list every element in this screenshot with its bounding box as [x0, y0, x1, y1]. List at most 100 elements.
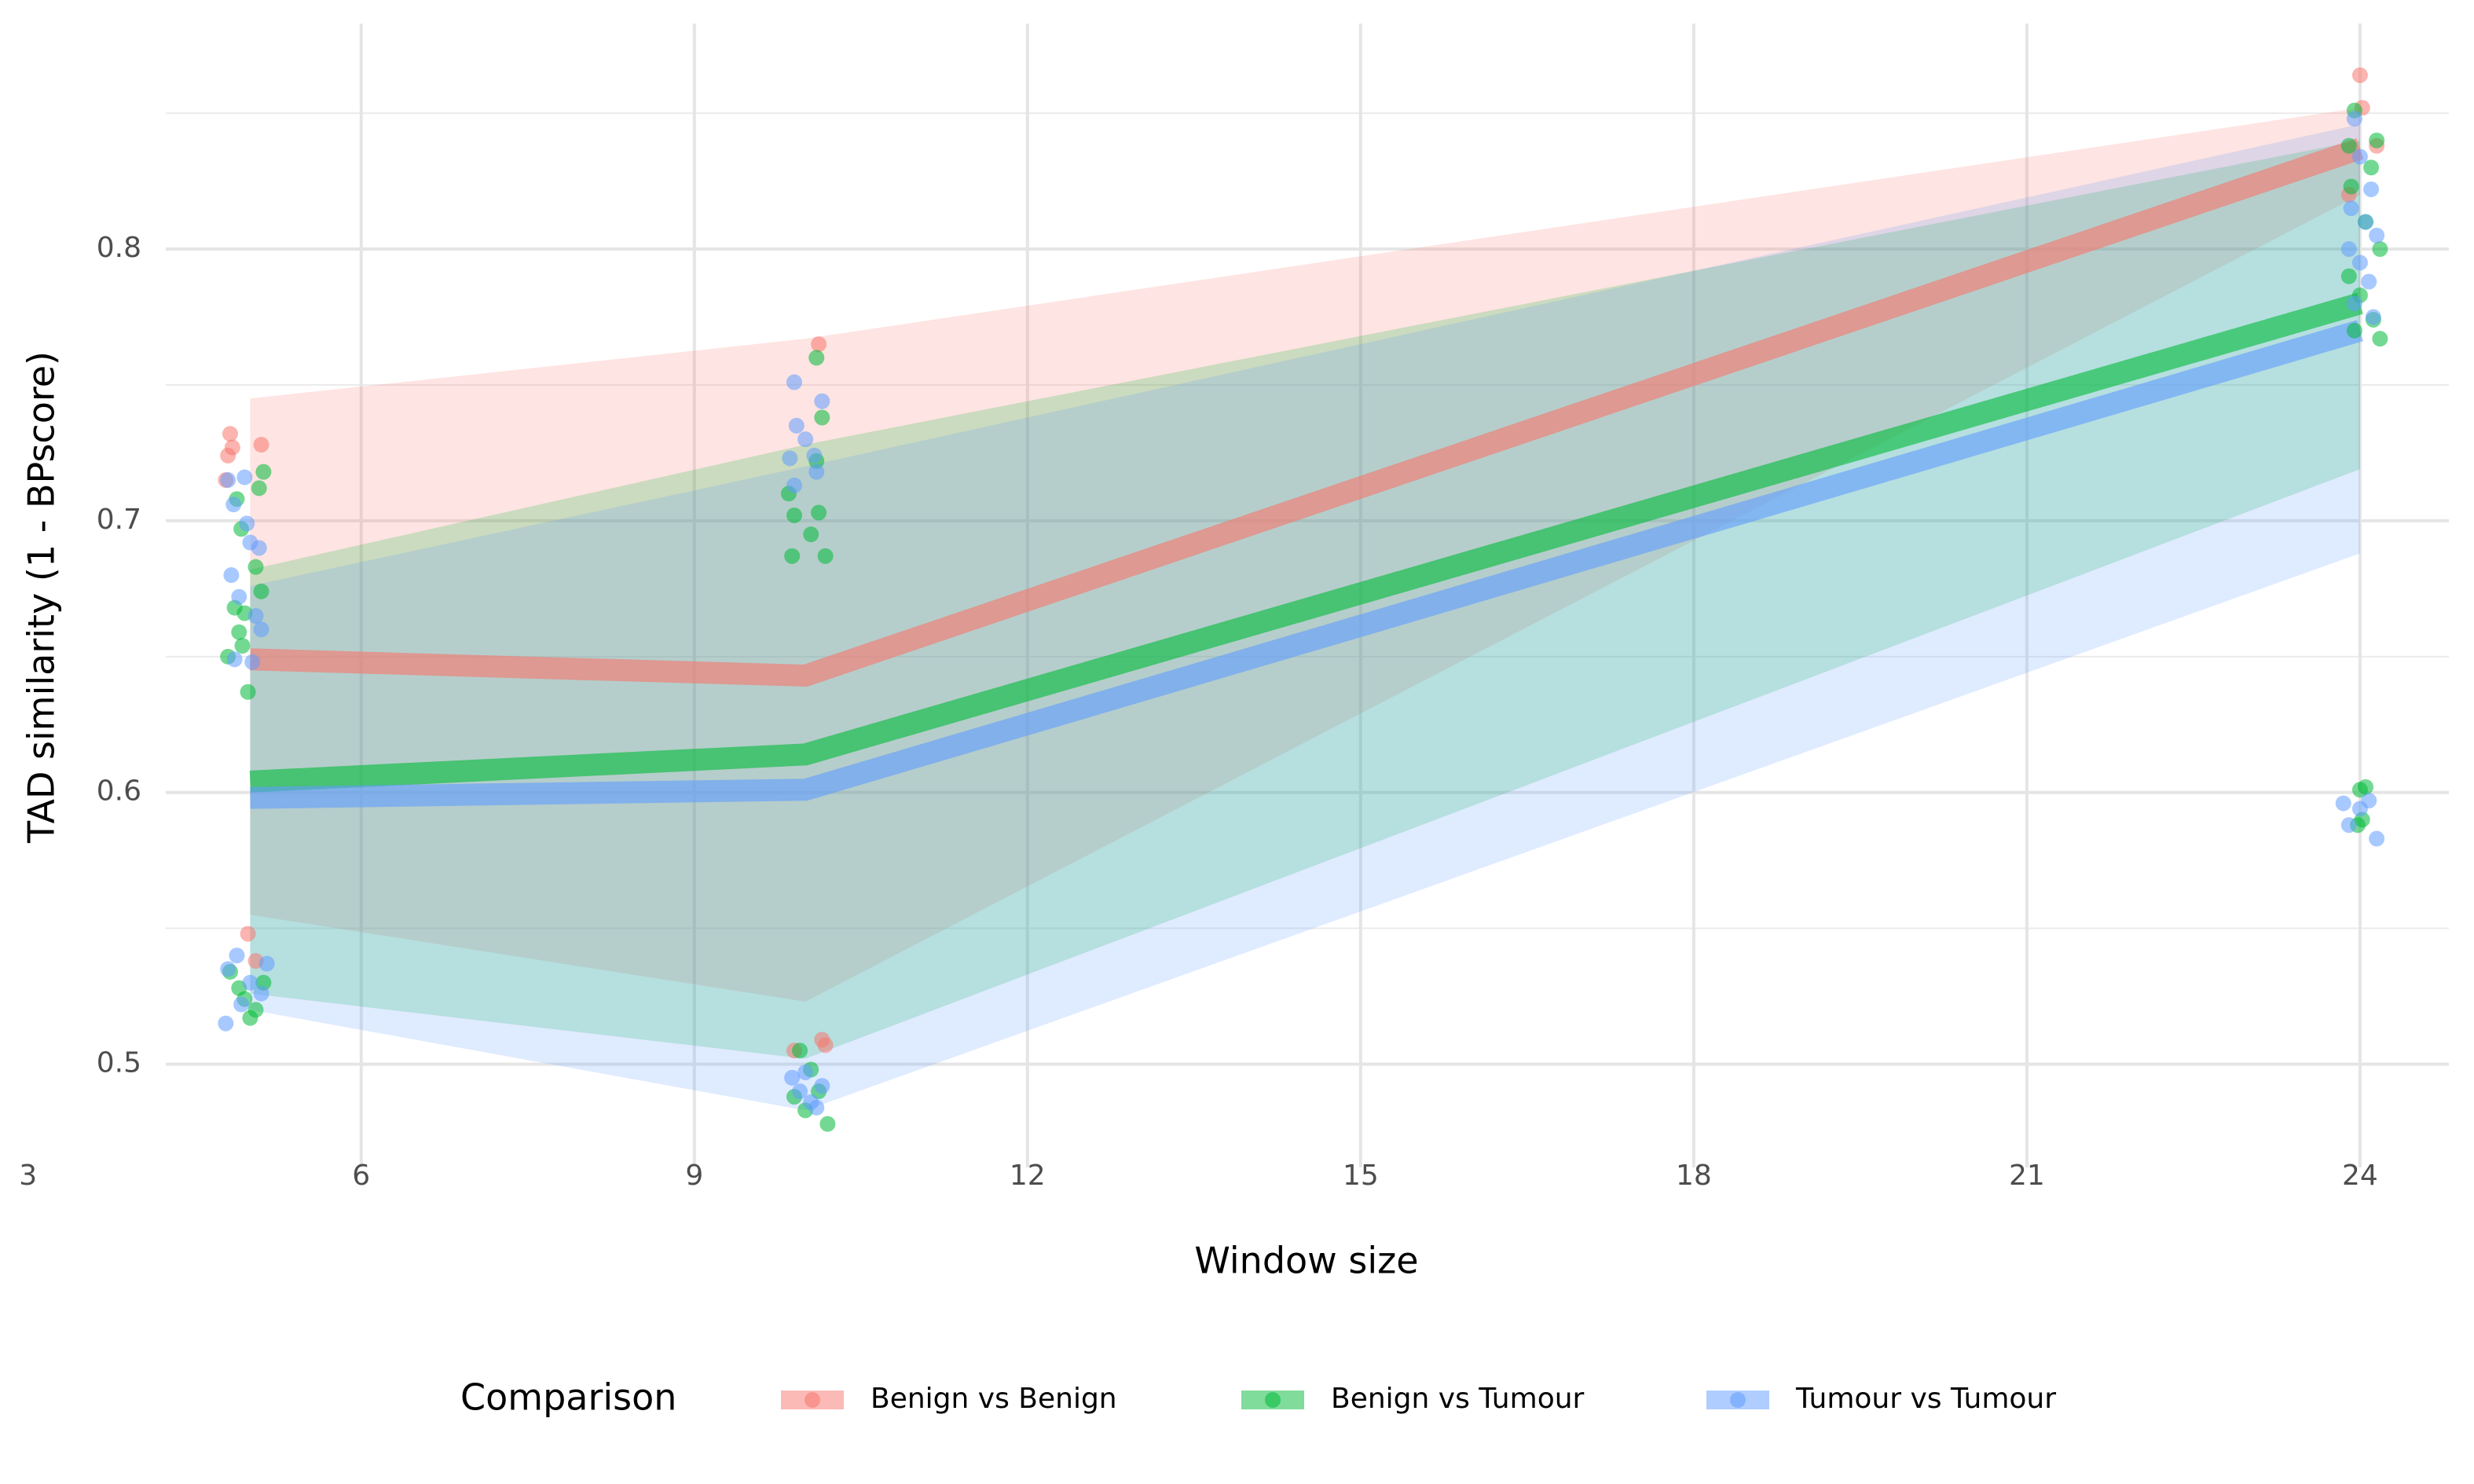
y-tick-label: 0.5: [97, 1047, 141, 1079]
data-point: [253, 583, 269, 599]
data-point: [253, 437, 269, 453]
data-point: [2351, 67, 2368, 83]
data-point: [236, 469, 253, 486]
data-point: [814, 409, 830, 426]
data-point: [2346, 322, 2362, 339]
data-point: [223, 567, 240, 584]
y-tick-label: 0.7: [97, 504, 141, 536]
data-point: [226, 651, 243, 668]
data-point: [2369, 830, 2385, 847]
x-tick-label: 9: [685, 1160, 703, 1192]
legend-key-point: [805, 1392, 820, 1408]
data-point: [786, 374, 802, 390]
data-point: [231, 588, 247, 605]
legend-key-point: [1265, 1392, 1281, 1408]
data-point: [242, 1009, 258, 1026]
data-point: [225, 496, 242, 513]
labels: 0.5 0.6 0.7 0.8 3 6 9 12 15 18 21 24: [19, 232, 2378, 1192]
data-point: [788, 417, 805, 434]
data-point: [222, 426, 238, 442]
data-point: [234, 637, 251, 654]
legend-label: Benign vs Benign: [870, 1383, 1117, 1415]
data-point: [2372, 331, 2388, 347]
data-point: [2343, 178, 2359, 195]
data-point: [806, 447, 823, 464]
legend-label: Benign vs Tumour: [1331, 1383, 1585, 1415]
data-point: [2351, 782, 2368, 798]
data-point: [239, 515, 255, 532]
data-point: [811, 336, 827, 353]
data-point: [2351, 148, 2368, 165]
data-point: [817, 1037, 834, 1053]
data-point: [220, 472, 236, 489]
y-tick-label: 0.6: [97, 775, 141, 808]
data-point: [2351, 255, 2368, 271]
legend: Comparison Benign vs Benign Benign vs Tum…: [460, 1376, 2056, 1419]
data-point: [247, 607, 264, 624]
data-point: [2340, 241, 2357, 258]
data-point: [255, 464, 272, 480]
data-point: [2372, 241, 2388, 258]
data-point: [253, 985, 269, 1002]
data-point: [784, 548, 801, 564]
data-point: [792, 1083, 808, 1100]
data-point: [808, 350, 825, 366]
data-point: [817, 548, 834, 564]
data-point: [247, 559, 264, 575]
data-point: [2343, 200, 2359, 217]
x-tick-label: 18: [1676, 1160, 1712, 1192]
data-point: [797, 1064, 814, 1080]
data-point: [2365, 309, 2381, 325]
x-tick-label: 12: [1010, 1160, 1046, 1192]
data-point: [2363, 181, 2380, 197]
data-point: [231, 624, 247, 640]
data-point: [803, 526, 819, 543]
data-point: [814, 393, 830, 409]
data-point: [2340, 817, 2357, 834]
data-point: [2340, 268, 2357, 284]
data-point: [2340, 137, 2357, 154]
data-point: [2346, 295, 2362, 312]
data-point: [808, 464, 825, 480]
series-line: [250, 137, 2364, 687]
data-point: [808, 1099, 825, 1116]
data-point: [811, 504, 827, 521]
data-point: [218, 1015, 234, 1031]
data-point: [2363, 159, 2380, 176]
data-point: [242, 974, 258, 991]
data-point: [220, 961, 236, 977]
data-point: [792, 1042, 808, 1059]
legend-label: Tumour vs Tumour: [1795, 1383, 2056, 1415]
y-tick-label: 0.8: [97, 232, 141, 264]
data-point: [240, 925, 256, 942]
data-point: [782, 450, 798, 467]
legend-title: Comparison: [460, 1376, 676, 1419]
data-point: [2369, 227, 2385, 244]
data-point: [2346, 111, 2362, 127]
lines: [249, 137, 2364, 809]
data-point: [229, 947, 245, 964]
x-tick-label: 3: [19, 1160, 37, 1192]
data-point: [2357, 214, 2373, 230]
data-point: [240, 683, 256, 700]
points: [218, 67, 2388, 1132]
x-tick-label: 6: [352, 1160, 370, 1192]
data-point: [253, 621, 269, 638]
x-tick-label: 21: [2009, 1160, 2045, 1192]
data-point: [2361, 793, 2377, 809]
data-point: [786, 477, 802, 493]
data-point: [814, 1078, 830, 1094]
data-point: [258, 955, 275, 972]
data-point: [2335, 795, 2351, 812]
data-point: [786, 507, 802, 523]
y-axis-title: TAD similarity (1 - BPscore): [20, 351, 63, 844]
series-line: [250, 320, 2363, 809]
data-point: [2361, 273, 2377, 290]
data-point: [251, 480, 267, 496]
data-point: [784, 1069, 801, 1086]
x-tick-label: 15: [1343, 1160, 1379, 1192]
data-point: [2369, 132, 2385, 148]
data-point: [819, 1116, 836, 1132]
